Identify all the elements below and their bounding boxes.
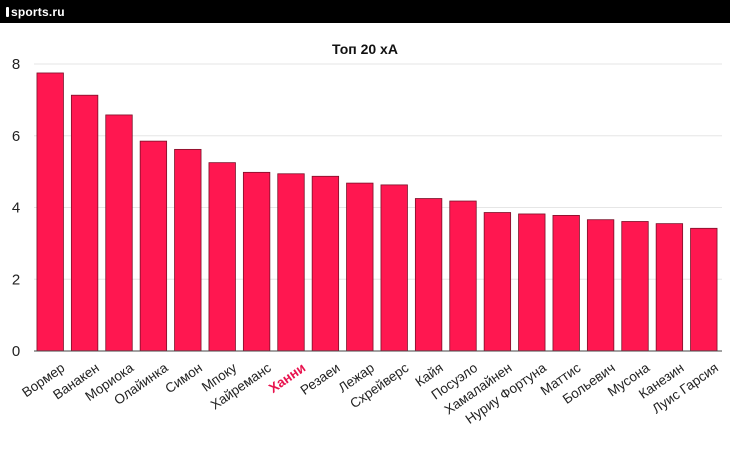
bar <box>380 184 408 352</box>
sports-ru-logo[interactable]: sports.ru <box>6 4 65 19</box>
bar <box>174 148 202 352</box>
bar <box>655 223 684 352</box>
bar <box>311 175 340 352</box>
bar <box>586 219 615 352</box>
y-tick-label: 8 <box>12 56 20 73</box>
bar <box>449 200 477 352</box>
bar <box>36 72 64 352</box>
logo-mark-icon <box>6 6 9 17</box>
logo-text: sports.ru <box>11 4 65 19</box>
bar <box>70 94 99 352</box>
bar <box>690 227 718 352</box>
y-axis-ticks: 0 2 4 6 8 <box>12 56 20 360</box>
x-tick-label: Резаеи <box>298 360 343 398</box>
header-bar: sports.ru <box>0 0 730 23</box>
bar <box>242 171 271 352</box>
bar <box>139 140 168 352</box>
y-tick-label: 0 <box>12 343 20 360</box>
y-tick-label: 6 <box>12 128 20 145</box>
bar <box>621 221 649 352</box>
bar <box>208 162 236 352</box>
bar-chart: Топ 20 xA 0 2 4 6 8 ВормерВанакенМориокаОлай… <box>12 41 722 427</box>
bar <box>277 173 305 352</box>
chart-title: Топ 20 xA <box>332 41 398 57</box>
bars <box>36 72 718 352</box>
x-axis-labels: ВормерВанакенМориокаОлайинкаСимонМпокуХа… <box>19 360 721 427</box>
bar <box>346 182 374 352</box>
x-tick-label: Симон <box>162 360 205 396</box>
bar <box>518 213 546 352</box>
grid-lines <box>34 63 722 280</box>
bar <box>105 114 133 352</box>
bar <box>483 212 512 352</box>
y-tick-label: 2 <box>12 271 20 288</box>
bar <box>552 214 580 352</box>
bar <box>414 198 443 352</box>
y-tick-label: 4 <box>12 200 20 217</box>
